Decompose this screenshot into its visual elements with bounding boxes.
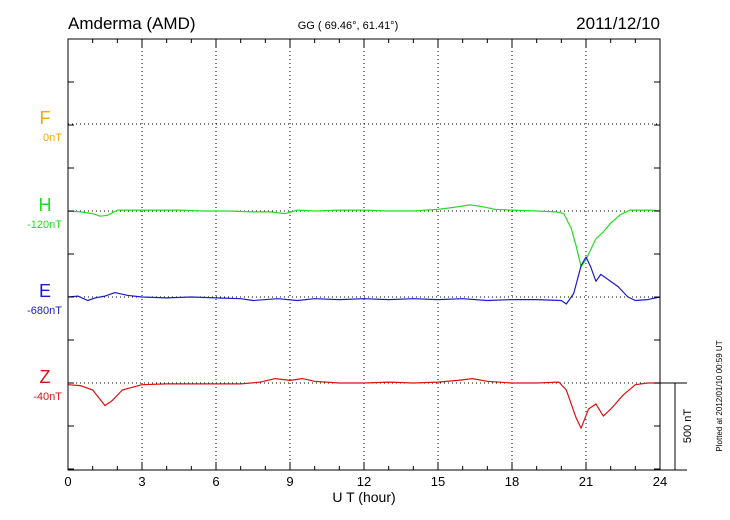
series-baseline-z: -40nT <box>33 391 62 403</box>
plot-date: 2011/12/10 <box>576 14 660 33</box>
series-name-h: H <box>39 195 52 215</box>
x-tick-label: 18 <box>505 474 519 489</box>
x-axis-label: U T (hour) <box>332 489 395 505</box>
x-tick-label: 0 <box>64 474 71 489</box>
x-tick-label: 3 <box>138 474 145 489</box>
scale-bar <box>660 382 687 471</box>
plotted-at-note: Plotted at 2012/01/10 00:59 UT <box>715 340 724 451</box>
x-tick-label: 6 <box>212 474 219 489</box>
series-line-e <box>67 256 661 305</box>
series-name-z: Z <box>40 367 51 387</box>
x-tick-label: 12 <box>357 474 371 489</box>
series-line-z <box>67 378 660 429</box>
series-baseline-h: -120nT <box>27 219 62 231</box>
series-labels: F 0nT H -120nT E -680nT Z -40nT <box>27 108 62 403</box>
x-tick-label: 21 <box>579 474 593 489</box>
axis-ticks: 0 3 6 9 12 15 18 21 24 <box>64 39 667 489</box>
series-line-h <box>67 204 661 268</box>
series-name-f: F <box>40 108 51 128</box>
series-lines <box>67 204 661 429</box>
station-title: Amderma (AMD) <box>68 14 196 33</box>
station-coordinates: GG ( 69.46°, 61.41°) <box>298 20 399 32</box>
x-tick-label: 24 <box>653 474 667 489</box>
x-tick-label: 15 <box>431 474 445 489</box>
scale-bar-label: 500 nT <box>682 409 694 444</box>
series-name-e: E <box>39 281 51 301</box>
series-baseline-f: 0nT <box>43 132 62 144</box>
series-baseline-e: -680nT <box>27 305 62 317</box>
x-tick-label: 9 <box>286 474 293 489</box>
